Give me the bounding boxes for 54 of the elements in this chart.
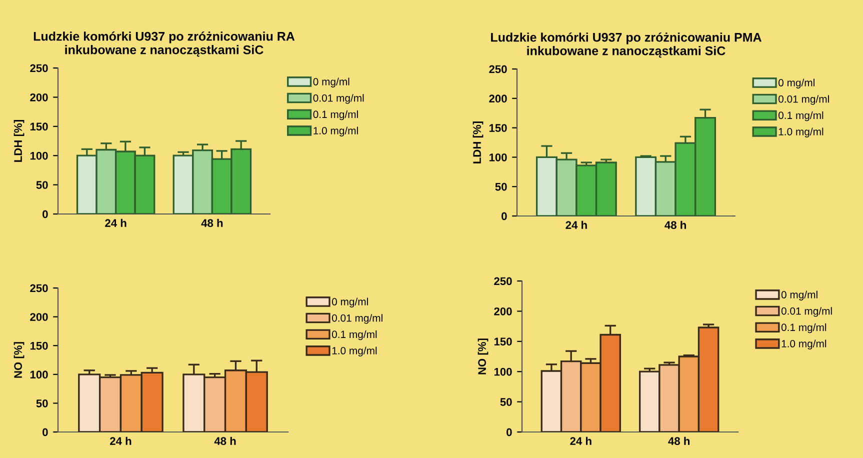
- legend-label: 0 mg/ml: [778, 78, 814, 88]
- x-tick-label: 24 h: [570, 436, 592, 445]
- y-tick-label: 0: [502, 212, 507, 220]
- y-axis-title: LDH [%]: [14, 120, 24, 162]
- legend-label: 0.01 mg/ml: [313, 94, 364, 104]
- y-tick-label: 0: [42, 210, 48, 218]
- y-axis-title: NO [%]: [14, 342, 24, 378]
- y-axis-title: NO [%]: [478, 338, 488, 374]
- legend-label: 1.0 mg/ml: [782, 340, 826, 350]
- y-tick-label: 250: [489, 65, 507, 74]
- y-tick-label: 50: [36, 399, 48, 408]
- y-tick-label: 250: [494, 277, 512, 286]
- y-tick-label: 150: [30, 342, 48, 350]
- y-tick-label: 100: [494, 368, 512, 376]
- legend-label: 0.1 mg/ml: [778, 111, 824, 122]
- y-tick-label: 50: [36, 181, 48, 189]
- x-tick-label: 48 h: [214, 436, 236, 446]
- legend-label: 0 mg/ml: [781, 290, 818, 300]
- x-tick-label: 24 h: [566, 220, 587, 229]
- legend-label: 0.1 mg/ml: [332, 330, 377, 340]
- chart-title: Ludzkie komórki U937 po zróżnicowaniu PMA inkubowane z nanocząstkami SiC: [491, 32, 762, 58]
- legend-label: 0 mg/ml: [332, 298, 368, 308]
- legend-label: 0 mg/ml: [313, 78, 350, 88]
- legend-label: 0.01 mg/ml: [332, 314, 382, 324]
- y-tick-label: 250: [30, 64, 48, 72]
- chart-title: Ludzkie komórki U937 po zróżnicowaniu RA inkubowane z nanocząstkami SiC: [34, 31, 295, 57]
- y-tick-label: 0: [42, 428, 48, 436]
- y-tick-label: 200: [489, 94, 507, 103]
- y-tick-label: 150: [489, 124, 507, 132]
- y-tick-label: 50: [495, 182, 507, 191]
- y-tick-label: 200: [30, 93, 48, 102]
- y-tick-label: 150: [494, 338, 512, 346]
- legend-label: 1.0 mg/ml: [778, 128, 824, 138]
- legend-label: 0.01 mg/ml: [778, 95, 829, 105]
- y-tick-label: 100: [30, 370, 48, 379]
- legend-label: 1.0 mg/ml: [332, 346, 377, 356]
- legend-label: 0.1 mg/ml: [313, 110, 358, 120]
- legend-label: 0.1 mg/ml: [781, 323, 826, 334]
- x-tick-label: 24 h: [105, 218, 126, 227]
- x-tick-label: 48 h: [668, 436, 690, 446]
- x-tick-label: 48 h: [664, 220, 686, 230]
- y-tick-label: 200: [30, 313, 48, 321]
- legend-label: 0.01 mg/ml: [781, 307, 832, 317]
- y-tick-label: 150: [30, 122, 48, 131]
- y-tick-label: 200: [494, 307, 512, 316]
- y-axis-title: LDH [%]: [472, 122, 484, 164]
- y-tick-label: 250: [30, 284, 48, 292]
- x-tick-label: 24 h: [110, 436, 132, 445]
- y-tick-label: 50: [500, 398, 512, 406]
- y-tick-label: 100: [489, 153, 507, 162]
- x-tick-label: 48 h: [201, 218, 223, 228]
- y-tick-label: 0: [506, 428, 512, 436]
- legend-label: 1.0 mg/ml: [314, 126, 358, 136]
- y-tick-label: 100: [30, 152, 48, 160]
